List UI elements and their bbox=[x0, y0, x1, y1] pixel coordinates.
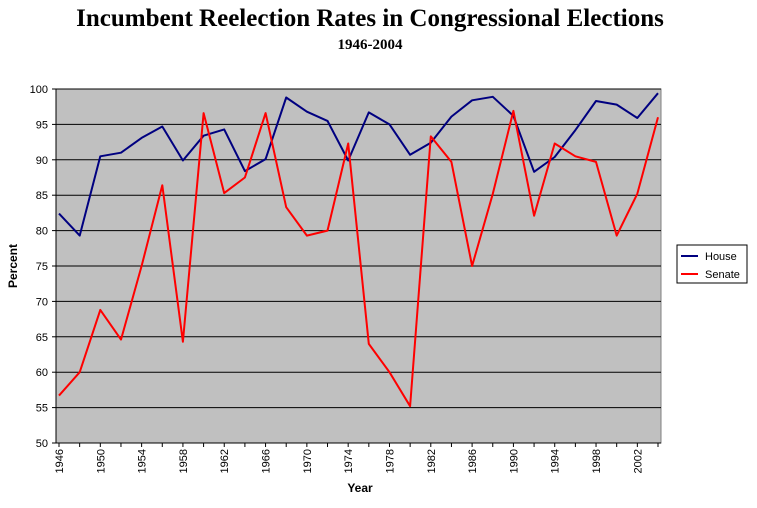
x-tick-label: 1954 bbox=[137, 449, 149, 473]
y-tick-label: 85 bbox=[36, 190, 48, 202]
x-tick-label: 1990 bbox=[508, 449, 520, 473]
y-tick-label: 60 bbox=[36, 367, 48, 379]
x-tick-label: 1978 bbox=[384, 449, 396, 473]
series-lines bbox=[58, 92, 659, 408]
x-tick-label: 1994 bbox=[550, 449, 562, 473]
x-tick-label: 1982 bbox=[426, 449, 438, 473]
x-tick-label: 1970 bbox=[302, 449, 314, 473]
x-tick-label: 1974 bbox=[343, 449, 355, 473]
legend: House Senate bbox=[676, 244, 748, 284]
series-line-house bbox=[58, 92, 659, 237]
y-tick-label: 80 bbox=[36, 226, 48, 238]
legend-house-label: House bbox=[705, 251, 737, 263]
chart-title: Incumbent Reelection Rates in Congressio… bbox=[76, 5, 664, 32]
y-tick-label: 90 bbox=[36, 155, 48, 167]
x-tick-label: 1958 bbox=[178, 449, 190, 473]
x-tick-label: 1966 bbox=[261, 449, 273, 473]
series-line-senate bbox=[58, 109, 659, 408]
legend-box bbox=[676, 244, 748, 284]
y-tick-label: 50 bbox=[36, 438, 48, 450]
y-tick-label: 55 bbox=[36, 403, 48, 415]
y-axis-label: Percent bbox=[6, 244, 20, 288]
x-tick-label: 1986 bbox=[467, 449, 479, 473]
y-tick-label: 95 bbox=[36, 119, 48, 131]
y-tick-label: 100 bbox=[30, 84, 48, 96]
gridlines bbox=[56, 88, 661, 409]
y-axis-ticks: 50 55 60 65 70 75 80 85 90 95 100 bbox=[30, 84, 56, 450]
y-tick-label: 75 bbox=[36, 261, 48, 273]
x-tick-label: 1950 bbox=[95, 449, 107, 473]
chart-subtitle: 1946-2004 bbox=[338, 37, 403, 53]
y-tick-label: 70 bbox=[36, 296, 48, 308]
x-axis-ticks: 1946 1950 1954 1958 1962 1966 1970 1974 1978 1982… bbox=[54, 443, 659, 473]
y-tick-label: 65 bbox=[36, 332, 48, 344]
x-tick-label: 1962 bbox=[219, 449, 231, 473]
x-tick-label: 1946 bbox=[54, 449, 66, 473]
x-axis-label: Year bbox=[347, 481, 373, 495]
x-tick-label: 2002 bbox=[632, 449, 644, 473]
legend-senate-label: Senate bbox=[705, 269, 740, 281]
x-tick-label: 1998 bbox=[591, 449, 603, 473]
